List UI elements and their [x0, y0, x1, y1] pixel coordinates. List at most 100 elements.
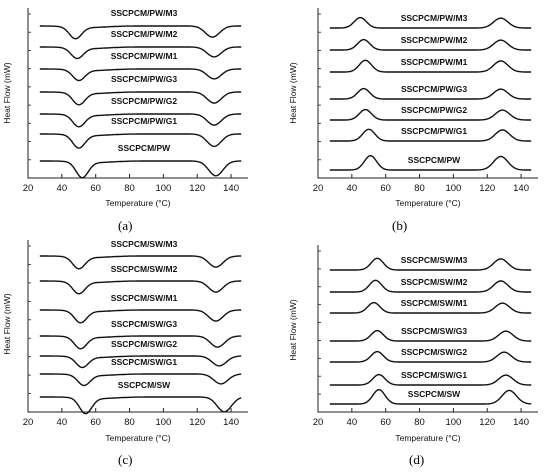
series-line — [329, 154, 532, 171]
series-label: SSCPCM/PW/M3 — [111, 8, 178, 18]
series-line — [329, 388, 532, 405]
series-label: SSCPCM/SW/M1 — [401, 298, 468, 308]
x-axis-title: Temperature (°C) — [395, 433, 460, 443]
series-line — [39, 255, 242, 270]
series-line — [329, 128, 532, 142]
series-line — [329, 301, 532, 314]
series-label: SSCPCM/SW — [118, 380, 171, 390]
series-label: SSCPCM/SW/G1 — [111, 357, 177, 367]
x-tick-label: 100 — [155, 417, 171, 428]
series-line — [329, 38, 532, 51]
series-label: SSCPCM/SW/M2 — [401, 277, 468, 287]
x-tick-label: 140 — [223, 183, 239, 194]
series-label: SSCPCM/PW/G1 — [401, 126, 467, 136]
series-line — [39, 309, 242, 324]
x-axis-title: Temperature (°C) — [395, 198, 460, 208]
x-tick-label: 20 — [23, 183, 34, 194]
series-label: SSCPCM/PW — [408, 155, 461, 165]
x-tick-label: 140 — [513, 183, 529, 194]
x-tick-label: 20 — [313, 417, 324, 428]
y-axis-title: Heat Flow (mW) — [288, 299, 298, 361]
series-label: SSCPCM/PW/G2 — [401, 105, 467, 115]
x-tick-label: 40 — [57, 417, 68, 428]
x-tick-label: 100 — [445, 183, 461, 194]
series-line — [329, 108, 532, 121]
series-line — [39, 280, 242, 295]
series-line — [39, 396, 242, 415]
series-label: SSCPCM/PW/M1 — [401, 57, 468, 67]
x-tick-label: 40 — [57, 183, 68, 194]
series-line — [39, 113, 242, 128]
series-label: SSCPCM/SW/G1 — [401, 370, 467, 380]
series-label: SSCPCM/SW/G3 — [111, 319, 177, 329]
x-tick-label: 120 — [189, 183, 205, 194]
series-line — [329, 373, 532, 386]
x-tick-label: 60 — [380, 417, 391, 428]
x-tick-label: 80 — [124, 417, 135, 428]
series-line — [39, 68, 242, 82]
x-tick-label: 20 — [313, 183, 324, 194]
x-axis-title: Temperature (°C) — [105, 433, 170, 443]
series-line — [39, 91, 242, 106]
x-tick-label: 80 — [414, 417, 425, 428]
y-axis-title: Heat Flow (mW) — [2, 293, 12, 355]
series-line — [39, 373, 242, 387]
x-tick-label: 20 — [23, 417, 34, 428]
x-tick-label: 80 — [124, 183, 135, 194]
series-label: SSCPCM/SW/M1 — [111, 293, 178, 303]
series-line — [39, 46, 242, 60]
chart-panel-b: 20 40 60 80 100 120 140 Temperature (°C) Heat Fl… — [288, 8, 538, 208]
series-label: SSCPCM/SW/G3 — [401, 326, 467, 336]
series-line — [329, 59, 532, 73]
series-label: SSCPCM/SW — [408, 389, 461, 399]
y-axis-title: Heat Flow (mW) — [288, 62, 298, 124]
series-line — [329, 350, 532, 363]
x-tick-label: 120 — [189, 417, 205, 428]
series-label: SSCPCM/PW/M1 — [111, 51, 178, 61]
series-label: SSCPCM/PW/G3 — [401, 84, 467, 94]
x-tick-label: 140 — [223, 417, 239, 428]
panel-caption-c: (c) — [118, 452, 133, 467]
chart-panel-c: 20 40 60 80 100 120 140 Temperature (°C) Heat Fl… — [2, 239, 248, 443]
series-label: SSCPCM/SW/G2 — [111, 339, 177, 349]
chart-panel-d: 20 40 60 80 100 120 140 Temperature (°C) Heat Fl… — [288, 245, 538, 443]
x-tick-label: 100 — [445, 417, 461, 428]
series-label: SSCPCM/PW/G3 — [111, 74, 177, 84]
chart-panel-a: 20 40 60 80 100 120 140 Temperature (°C) Heat Fl… — [2, 8, 248, 208]
series-label: SSCPCM/SW/M3 — [401, 255, 468, 265]
x-tick-label: 60 — [90, 417, 101, 428]
x-tick-label: 140 — [513, 417, 529, 428]
series-line — [329, 279, 532, 293]
series-line — [329, 16, 532, 29]
x-axis-title: Temperature (°C) — [105, 198, 170, 208]
series-label: SSCPCM/PW/M3 — [401, 13, 468, 23]
series-label: SSCPCM/PW/M2 — [401, 35, 468, 45]
series-line — [39, 25, 242, 40]
panel-caption-a: (a) — [118, 218, 133, 233]
x-tick-label: 100 — [155, 183, 171, 194]
series-label: SSCPCM/SW/G2 — [401, 347, 467, 357]
series-line — [39, 160, 242, 179]
series-line — [329, 257, 532, 271]
y-axis-title: Heat Flow (mW) — [2, 62, 12, 124]
x-tick-label: 80 — [414, 183, 425, 194]
x-tick-label: 60 — [380, 183, 391, 194]
series-label: SSCPCM/PW/G2 — [111, 96, 177, 106]
panel-caption-b: (b) — [392, 218, 408, 233]
series-label: SSCPCM/SW/M2 — [111, 264, 178, 274]
x-tick-label: 40 — [347, 417, 358, 428]
panel-caption-d: (d) — [409, 452, 425, 467]
x-tick-label: 40 — [347, 183, 358, 194]
series-label: SSCPCM/PW/M2 — [111, 29, 178, 39]
series-label: SSCPCM/PW — [118, 143, 171, 153]
x-tick-label: 120 — [479, 183, 495, 194]
x-tick-label: 120 — [479, 417, 495, 428]
x-tick-label: 60 — [90, 183, 101, 194]
series-line — [39, 355, 242, 369]
series-line — [39, 335, 242, 350]
series-line — [329, 87, 532, 100]
series-label: SSCPCM/SW/M3 — [111, 239, 178, 249]
series-line — [329, 329, 532, 342]
